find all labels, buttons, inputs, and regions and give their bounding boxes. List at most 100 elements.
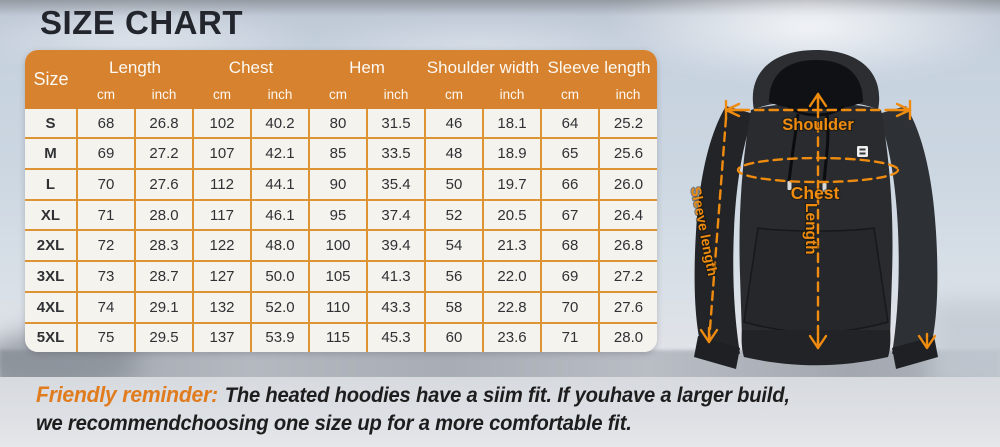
table-cell: 52.0 [249, 290, 311, 324]
hoodie-illustration: Shoulder Chest Length Sleeve length [687, 50, 938, 369]
table-cell: 64 [540, 109, 601, 140]
table-cell: 22.0 [482, 260, 543, 293]
table-cell: 69 [540, 260, 601, 293]
table-cell: 31.5 [366, 109, 427, 140]
col-group-hem: Hem [309, 50, 426, 82]
size-table-body: S 68 26.8 102 40.2 80 31.5 46 18.1 64 25.2 M 69 27.2 1… [25, 109, 657, 352]
table-cell: 65 [540, 137, 601, 170]
table-cell: 48.0 [249, 229, 311, 263]
col-group-shoulder-width: Shoulder width [425, 50, 542, 82]
table-cell: 115 [308, 321, 369, 352]
reminder-line-1: Friendly reminder: The heated hoodies hav… [36, 381, 948, 410]
table-cell: 71 [76, 198, 136, 232]
row-size-label: L [25, 167, 78, 201]
table-cell: 28.0 [134, 198, 194, 232]
table-cell: 26.8 [134, 109, 194, 140]
table-cell: 39.4 [366, 229, 427, 263]
table-cell: 110 [308, 290, 369, 324]
table-cell: 20.5 [482, 198, 543, 232]
size-table: Size Length Chest Hem Shoulder width Sle… [25, 50, 657, 352]
table-cell: 22.8 [482, 290, 543, 324]
table-cell: 67 [540, 198, 601, 232]
reminder-line-2: we recommendchoosing one size up for a m… [36, 412, 632, 435]
col-header-size: Size [25, 50, 77, 109]
table-cell: 60 [424, 321, 485, 352]
table-row: 4XL 74 29.1 132 52.0 110 43.3 58 22.8 70 27.6 [25, 290, 657, 324]
col-unit-header: inch [251, 82, 310, 109]
table-cell: 74 [76, 290, 136, 324]
col-unit-header: inch [483, 82, 542, 109]
table-cell: 25.6 [598, 137, 657, 170]
table-row: 2XL 72 28.3 122 48.0 100 39.4 54 21.3 68 26.8 [25, 229, 657, 263]
chest-logo-patch [857, 146, 868, 157]
table-cell: 112 [192, 167, 252, 201]
drawstring [787, 113, 800, 183]
table-cell: 90 [308, 167, 369, 201]
col-group-chest: Chest [193, 50, 310, 82]
table-cell: 42.1 [249, 137, 311, 170]
measurement-annotations [699, 92, 937, 350]
table-cell: 33.5 [366, 137, 427, 170]
table-cell: 52 [424, 198, 485, 232]
table-cell: 29.5 [134, 321, 194, 352]
table-cell: 48 [424, 137, 485, 170]
table-cell: 107 [192, 137, 252, 170]
table-cell: 105 [308, 260, 369, 293]
row-size-label: 2XL [25, 229, 78, 263]
shoulder-measure-line [724, 99, 912, 121]
chest-measure-ellipse [736, 156, 900, 184]
col-unit-header: inch [135, 82, 193, 109]
col-unit-header: cm [77, 82, 135, 109]
col-group-sleeve-length: Sleeve length [541, 50, 657, 82]
table-cell: 56 [424, 260, 485, 293]
table-cell: 27.2 [598, 260, 657, 293]
table-cell: 58 [424, 290, 485, 324]
col-unit-header: cm [193, 82, 251, 109]
col-unit-header: inch [599, 82, 657, 109]
table-cell: 85 [308, 137, 369, 170]
reminder-band-background [0, 377, 1000, 447]
reminder-text-1: The heated hoodies have a siim fit. If y… [224, 384, 790, 407]
row-size-label: M [25, 137, 78, 170]
table-cell: 44.1 [249, 167, 311, 201]
length-label: Length [802, 203, 819, 255]
row-size-label: 5XL [25, 321, 78, 352]
page-title: SIZE CHART [40, 4, 243, 41]
table-cell: 95 [308, 198, 369, 232]
table-cell: 18.9 [482, 137, 543, 170]
row-size-label: XL [25, 198, 78, 232]
table-cell: 19.7 [482, 167, 543, 201]
friendly-reminder: Friendly reminder: The heated hoodies hav… [36, 381, 948, 438]
snow-background [930, 300, 1000, 390]
table-row: 3XL 73 28.7 127 50.0 105 41.3 56 22.0 69 27.2 [25, 260, 657, 293]
table-row: S 68 26.8 102 40.2 80 31.5 46 18.1 64 25.2 [25, 109, 657, 140]
table-cell: 28.0 [598, 321, 657, 352]
table-cell: 66 [540, 167, 601, 201]
table-cell: 72 [76, 229, 136, 263]
col-group-length: Length [77, 50, 193, 82]
table-row: 5XL 75 29.5 137 53.9 115 45.3 60 23.6 71 28.0 [25, 321, 657, 352]
table-cell: 26.0 [598, 167, 657, 201]
table-cell: 26.8 [598, 229, 657, 263]
row-size-label: 4XL [25, 290, 78, 324]
table-cell: 70 [540, 290, 601, 324]
table-cell: 26.4 [598, 198, 657, 232]
table-cell: 46.1 [249, 198, 311, 232]
table-cell: 28.3 [134, 229, 194, 263]
table-cell: 70 [76, 167, 136, 201]
col-unit-header: cm [425, 82, 484, 109]
table-cell: 75 [76, 321, 136, 352]
table-row: M 69 27.2 107 42.1 85 33.5 48 18.9 65 25.6 [25, 137, 657, 170]
sleeve-measure-line [699, 116, 728, 344]
right-cuff-arrow [917, 332, 937, 350]
table-row: XL 71 28.0 117 46.1 95 37.4 52 20.5 67 26.4 [25, 198, 657, 232]
table-cell: 100 [308, 229, 369, 263]
shoulder-label: Shoulder [782, 116, 854, 134]
chest-label: Chest [791, 183, 840, 203]
size-table-grid: Size Length Chest Hem Shoulder width Sle… [25, 50, 657, 352]
length-measure-line [808, 92, 828, 350]
unit-header-row: cm inch cm inch cm inch cm inch cm inch [25, 82, 657, 109]
table-cell: 122 [192, 229, 252, 263]
table-cell: 37.4 [366, 198, 427, 232]
